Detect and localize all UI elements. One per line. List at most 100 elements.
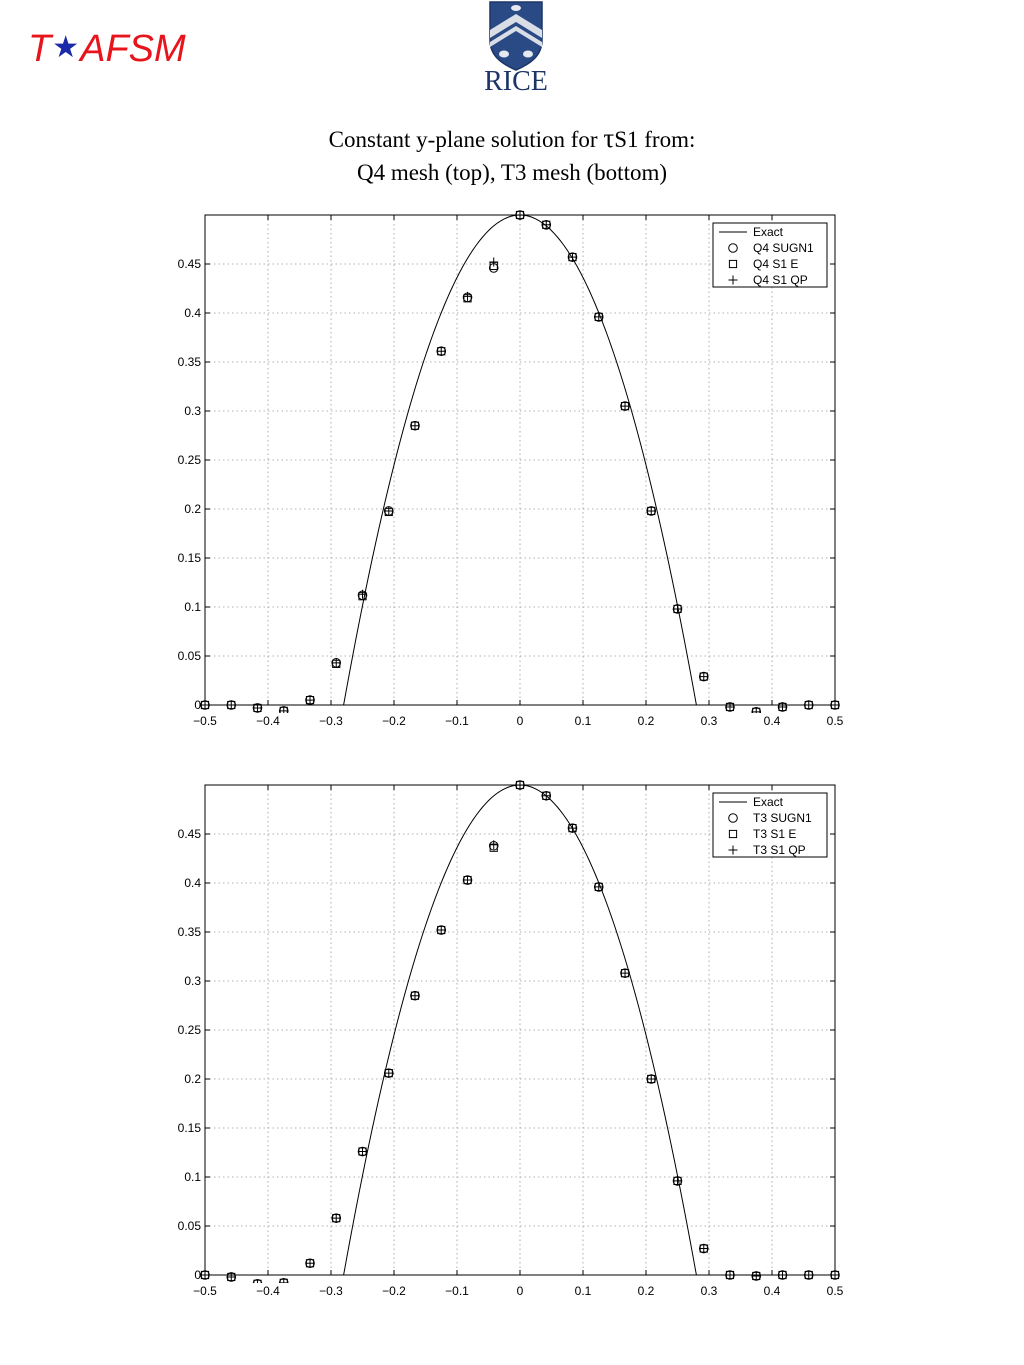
x-tick-label: −0.4 xyxy=(256,714,280,728)
t3-s1-qp-point xyxy=(463,875,473,885)
t3-s1-qp-point xyxy=(384,1068,394,1078)
t3-s1-qp-point xyxy=(725,1270,735,1280)
x-tick-label: −0.2 xyxy=(382,714,406,728)
page-title: Constant y-plane solution for τS1 from: … xyxy=(0,122,1024,189)
y-tick-label: 0.2 xyxy=(184,502,201,516)
q4-s1-qp-point xyxy=(725,702,735,712)
x-tick-label: −0.1 xyxy=(445,714,469,728)
chart-q4-mesh: −0.5 −0.4 −0.3 −0.2 −0.1 0 0.1 0.2 0.3 0.4 0.5 0 0.0… xyxy=(178,210,844,728)
y-tick-label: 0.4 xyxy=(184,876,201,890)
brand-text: AFSM xyxy=(80,28,186,70)
x-tick-label: −0.4 xyxy=(256,1284,280,1298)
title-line-1: Constant y-plane solution for τS1 from: xyxy=(328,123,696,153)
brand-logo: T★AFSM xyxy=(28,30,186,68)
legend-label: Q4 S1 E xyxy=(753,257,798,271)
t3-s1-qp-point xyxy=(358,1147,367,1157)
t3-s1-qp-point xyxy=(778,1270,788,1280)
series-t3-s1-qp xyxy=(200,780,840,1283)
chart-t3-mesh: −0.5 −0.4 −0.3 −0.2 −0.1 0 0.1 0.2 0.3 0.4 0.5 0 0.0… xyxy=(178,780,844,1298)
y-tick-label: 0 xyxy=(194,1268,201,1282)
q4-s1-qp-point xyxy=(384,506,394,516)
y-tick-label: 0.05 xyxy=(178,649,202,663)
t3-s1-qp-point xyxy=(305,1258,315,1268)
y-tick-label: 0.45 xyxy=(178,827,202,841)
y-tick-label: 0.45 xyxy=(178,257,202,271)
y-tick-label: 0 xyxy=(194,698,201,712)
q4-s1-qp-point xyxy=(673,604,682,614)
series-q4-s1-qp xyxy=(200,210,840,713)
q4-grid xyxy=(205,215,835,705)
tau-symbol: τ xyxy=(603,123,615,153)
t3-s1-qp-point xyxy=(489,840,499,850)
legend-box xyxy=(712,222,828,288)
legend-label: Q4 S1 QP xyxy=(753,273,808,287)
t3-s1-qp-point xyxy=(751,1271,761,1281)
brand-letter-t: T xyxy=(28,28,52,70)
logo-text: RICE xyxy=(484,66,548,96)
y-tick-label: 0.3 xyxy=(184,404,201,418)
x-tick-label: 0.2 xyxy=(638,1284,655,1298)
q4-s1-qp-point xyxy=(699,672,709,682)
y-tick-label: 0.25 xyxy=(178,1023,202,1037)
y-tick-label: 0.35 xyxy=(178,355,202,369)
x-tick-label: 0.2 xyxy=(638,714,655,728)
t3-s1-qp-point xyxy=(279,1278,289,1283)
x-tick-label: 0 xyxy=(517,1284,524,1298)
legend-label: T3 S1 E xyxy=(753,827,796,841)
y-tick-label: 0.15 xyxy=(178,551,202,565)
q4-s1-qp-point xyxy=(331,658,341,668)
x-tick-label: 0 xyxy=(517,714,524,728)
y-tick-label: 0.1 xyxy=(184,600,201,614)
q4-s1-qp-point xyxy=(541,220,551,230)
x-tick-label: −0.1 xyxy=(445,1284,469,1298)
x-tick-label: 0.5 xyxy=(827,1284,844,1298)
legend-square-swatch xyxy=(728,259,738,269)
q4-s1-qp-point xyxy=(646,506,656,516)
q4-s1-qp-point xyxy=(830,700,840,710)
x-tick-label: 0.5 xyxy=(827,714,844,728)
t3-s1-qp-point xyxy=(594,882,604,892)
y-tick-label: 0.35 xyxy=(178,925,202,939)
legend-square-swatch xyxy=(728,829,738,839)
q4-s1-qp-point xyxy=(751,707,761,713)
q4-s1-qp-point xyxy=(620,401,630,411)
x-tick-label: −0.2 xyxy=(382,1284,406,1298)
t3-legend: Exact T3 SUGN1 T3 S1 E T3 S1 QP xyxy=(712,792,828,858)
x-tick-label: 0.3 xyxy=(701,1284,718,1298)
x-tick-label: −0.3 xyxy=(319,1284,343,1298)
q4-s1-qp-point xyxy=(594,312,604,322)
t3-s1-qp-point xyxy=(830,1270,840,1280)
x-tick-label: 0.3 xyxy=(701,714,718,728)
t3-s1-qp-point xyxy=(226,1272,236,1282)
q4-s1-qp-point xyxy=(279,706,289,713)
t3-s1-qp-point xyxy=(200,1270,210,1280)
x-tick-label: 0.4 xyxy=(764,714,781,728)
q4-s1-qp-point xyxy=(804,700,814,710)
t3-s1-qp-point xyxy=(673,1176,682,1186)
q4-legend: Exact Q4 SUGN1 Q4 S1 E Q4 S1 QP xyxy=(712,222,828,288)
t3-s1-qp-point xyxy=(646,1074,656,1084)
y-tick-label: 0.2 xyxy=(184,1072,201,1086)
q4-s1-qp-point xyxy=(252,703,262,713)
q4-s1-qp-point xyxy=(778,702,788,712)
legend-label: Exact xyxy=(753,795,784,809)
q4-s1-qp-point xyxy=(515,210,525,220)
t3-axes: −0.5 −0.4 −0.3 −0.2 −0.1 0 0.1 0.2 0.3 0.4 0.5 0 0.0… xyxy=(178,785,844,1298)
legend-label: T3 S1 QP xyxy=(753,843,806,857)
legend-label: T3 SUGN1 xyxy=(753,811,812,825)
q4-s1-qp-point xyxy=(463,291,473,301)
q4-s1-qp-point xyxy=(567,252,577,262)
legend-circle-swatch xyxy=(728,813,738,823)
x-tick-label: 0.4 xyxy=(764,1284,781,1298)
y-tick-label: 0.25 xyxy=(178,453,202,467)
t3-s1-qp-point xyxy=(331,1213,341,1223)
shield-icon xyxy=(489,1,543,71)
t3-s1-qp-point xyxy=(515,780,525,790)
q4-axes: −0.5 −0.4 −0.3 −0.2 −0.1 0 0.1 0.2 0.3 0.4 0.5 0 0.0… xyxy=(178,215,844,728)
q4-s1-qp-point xyxy=(410,421,420,431)
t3-grid xyxy=(205,785,835,1275)
t3-s1-qp-point xyxy=(436,925,446,935)
y-tick-label: 0.1 xyxy=(184,1170,201,1184)
y-tick-label: 0.4 xyxy=(184,306,201,320)
q4-s1-qp-point xyxy=(305,695,315,705)
